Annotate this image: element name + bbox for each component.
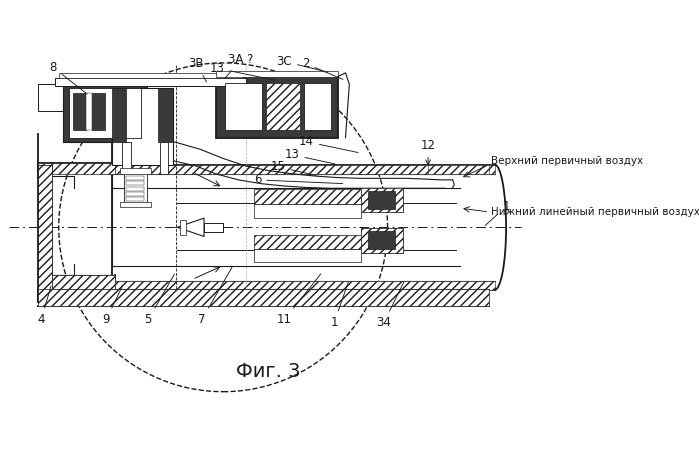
Bar xyxy=(254,189,361,204)
Bar xyxy=(204,222,223,232)
Text: 14: 14 xyxy=(299,135,358,152)
Bar xyxy=(368,231,395,249)
Bar xyxy=(161,142,168,174)
Bar xyxy=(113,165,495,174)
Bar xyxy=(126,187,145,191)
Bar xyxy=(158,88,172,142)
Text: 3В: 3В xyxy=(189,57,206,82)
Bar xyxy=(226,83,262,130)
Bar xyxy=(63,84,147,142)
Bar xyxy=(69,88,141,138)
Bar xyxy=(361,228,403,253)
Text: 3А ?: 3А ? xyxy=(225,53,254,78)
Bar xyxy=(38,84,115,111)
Bar xyxy=(215,76,338,138)
Text: Фиг. 3: Фиг. 3 xyxy=(236,362,301,380)
Bar xyxy=(254,235,361,249)
Text: 3С: 3С xyxy=(277,55,328,72)
Text: 8: 8 xyxy=(50,61,87,94)
Text: 13: 13 xyxy=(284,148,335,164)
Bar xyxy=(304,83,331,130)
Bar xyxy=(113,88,126,142)
Polygon shape xyxy=(178,218,204,237)
Bar xyxy=(120,202,150,207)
Bar xyxy=(120,168,150,174)
Bar xyxy=(361,187,403,212)
Bar xyxy=(122,142,131,174)
Text: 13: 13 xyxy=(210,62,274,80)
Bar xyxy=(73,93,86,130)
Bar xyxy=(126,192,145,196)
Bar xyxy=(113,281,495,290)
Text: 2: 2 xyxy=(302,57,343,79)
Bar xyxy=(38,289,489,306)
Bar xyxy=(124,172,147,204)
Bar xyxy=(55,78,246,86)
Bar xyxy=(361,187,403,212)
Bar xyxy=(38,279,115,290)
Bar xyxy=(38,163,115,174)
Text: 5: 5 xyxy=(145,274,174,326)
Bar xyxy=(361,228,403,253)
Bar xyxy=(368,191,395,209)
Bar xyxy=(126,182,145,185)
Text: 1: 1 xyxy=(485,200,510,225)
Bar xyxy=(254,249,361,263)
Bar xyxy=(180,220,186,235)
Bar xyxy=(126,176,145,180)
Text: 1: 1 xyxy=(331,282,348,329)
Bar xyxy=(113,88,173,165)
Bar xyxy=(38,165,52,291)
Text: 6: 6 xyxy=(254,173,343,187)
Text: 15: 15 xyxy=(271,160,316,176)
Text: 11: 11 xyxy=(277,274,321,326)
Text: 34: 34 xyxy=(376,282,404,329)
Bar xyxy=(86,93,92,130)
Bar xyxy=(254,204,361,218)
Text: Нижний линейный первичный воздух: Нижний линейный первичный воздух xyxy=(491,207,699,217)
Text: 7: 7 xyxy=(198,266,233,326)
Bar xyxy=(59,73,243,78)
Bar xyxy=(126,197,145,201)
Bar xyxy=(215,71,338,76)
Bar xyxy=(52,275,115,289)
Text: Верхний первичный воздух: Верхний первичный воздух xyxy=(491,156,643,166)
Bar xyxy=(92,93,106,130)
Text: 4: 4 xyxy=(38,286,51,326)
Text: 12: 12 xyxy=(421,139,435,165)
Bar xyxy=(266,83,301,130)
Text: 9: 9 xyxy=(102,286,122,326)
Bar xyxy=(428,165,489,174)
